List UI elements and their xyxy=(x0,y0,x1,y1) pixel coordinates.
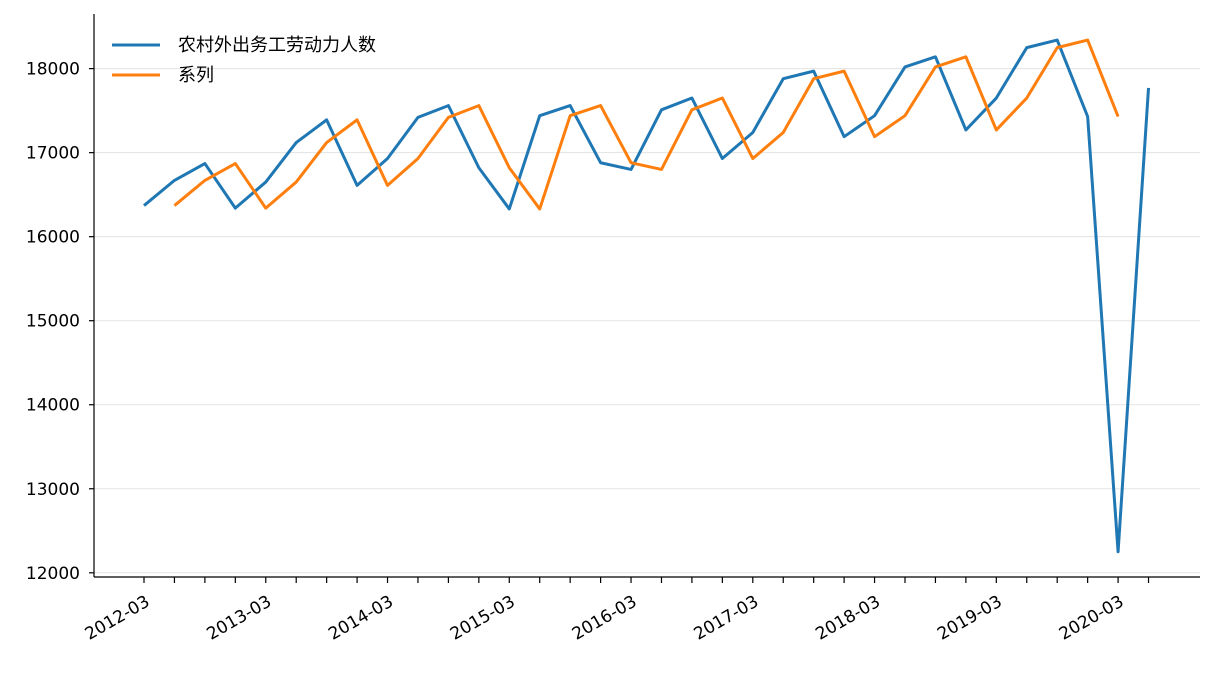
x-tick-label: 2018-03 xyxy=(812,592,884,645)
x-tick-label: 2019-03 xyxy=(934,592,1006,645)
x-tick-label: 2014-03 xyxy=(325,592,397,645)
y-axis-ticks: 12000 13000 14000 15000 16000 17000 18000 xyxy=(26,60,94,584)
x-tick-label: 2015-03 xyxy=(447,592,519,645)
y-tick-label: 18000 xyxy=(26,60,80,80)
x-tick-label: 2012-03 xyxy=(82,592,154,645)
y-tick-label: 17000 xyxy=(26,144,80,164)
series-line-1 xyxy=(143,38,1151,554)
y-tick-label: 13000 xyxy=(26,480,80,500)
x-tick-label: 2017-03 xyxy=(691,592,763,645)
legend-label-1: 农村外出务工劳动力人数 xyxy=(178,35,376,56)
x-tick-label: 2013-03 xyxy=(204,592,276,645)
gridlines xyxy=(94,68,1200,574)
y-tick-label: 15000 xyxy=(26,312,80,332)
y-tick-label: 14000 xyxy=(26,396,80,416)
series-line-2 xyxy=(173,38,1120,211)
x-tick-label: 2016-03 xyxy=(569,592,641,645)
y-tick-label: 16000 xyxy=(26,228,80,248)
x-tick-label: 2020-03 xyxy=(1056,592,1128,645)
x-axis-ticks: 2012-03 2013-03 2014-03 2015-03 2016-03 2017-… xyxy=(82,577,1150,645)
series-lines xyxy=(143,38,1151,554)
axes xyxy=(93,14,1200,578)
y-tick-label: 12000 xyxy=(26,564,80,584)
legend-label-2: 系列 xyxy=(178,65,214,86)
